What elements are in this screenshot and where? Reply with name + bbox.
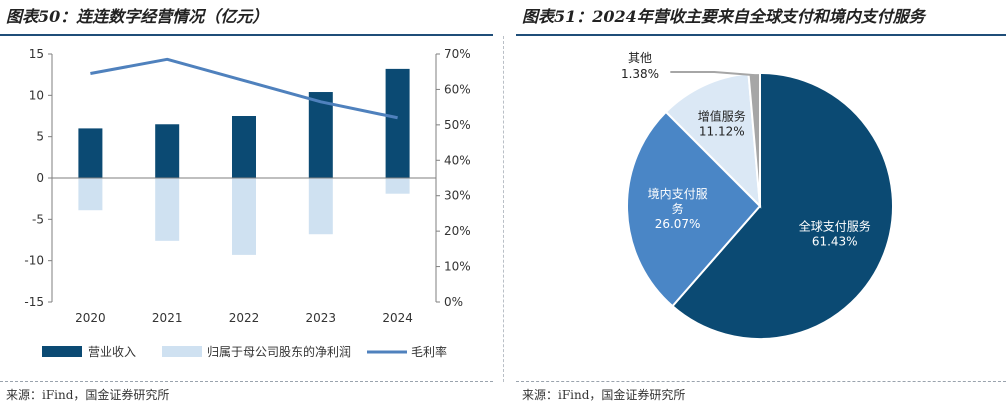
- left-chart-title: 图表50：连连数字经营情况（亿元）: [6, 7, 269, 26]
- revenue-bar-2022: [232, 116, 256, 178]
- net-profit-bar-2024: [385, 178, 410, 194]
- revenue-bar-2023: [308, 92, 333, 178]
- pie-label-name-domestic-payment-line2: 务: [672, 201, 684, 216]
- net-profit-bar-2021: [155, 178, 180, 241]
- pie-label-value-value-added: 11.12%: [699, 125, 745, 139]
- left-y-tick-label: 0: [36, 171, 44, 185]
- right-panel: 图表51：2024年营收主要来自全球支付和境内支付服务 全球支付服务 61.43%…: [516, 0, 1006, 418]
- left-y-tick-label: -10: [24, 254, 44, 268]
- x-tick-label-2024: 2024: [382, 311, 413, 325]
- right-y-tick-label: 10%: [444, 260, 471, 274]
- net-profit-bar-2022: [232, 178, 256, 255]
- right-title-rule: [516, 34, 1006, 36]
- left-source-note: 来源：iFind，国金证券研究所: [6, 388, 170, 402]
- pie-label-name-global-payment: 全球支付服务: [799, 219, 871, 234]
- right-chart-title: 图表51：2024年营收主要来自全球支付和境内支付服务: [522, 7, 925, 26]
- left-y-tick-label: -5: [32, 212, 44, 226]
- right-y-tick-label: 0%: [444, 295, 463, 309]
- pie-label-value-domestic-payment: 26.07%: [655, 217, 701, 231]
- gross-margin-line: [90, 57, 398, 120]
- left-y-tick-label: 10: [29, 88, 44, 102]
- revenue-bar-2020: [78, 128, 103, 178]
- x-tick-label-2021: 2021: [152, 311, 183, 325]
- right-y-tick-label: 60%: [444, 82, 471, 96]
- legend-label-revenue: 营业收入: [88, 345, 136, 359]
- right-y-tick-label: 40%: [444, 153, 471, 167]
- pie-slice-other: [747, 71, 761, 207]
- right-y-tick-label: 70%: [444, 47, 471, 61]
- right-y-tick-label: 30%: [444, 189, 471, 203]
- legend-swatch-revenue: [42, 346, 82, 357]
- revenue-bar-2021: [155, 124, 180, 178]
- left-panel: 图表50：连连数字经营情况（亿元） -15 -10 -5 0 5 10 15 0% 10% 20%…: [0, 0, 493, 418]
- x-tick-label-2022: 2022: [229, 311, 260, 325]
- legend-label-gross-margin: 毛利率: [411, 344, 447, 359]
- revenue-bar-2024: [385, 68, 410, 178]
- left-source-rule: [0, 381, 493, 382]
- left-y-tick-label: 5: [36, 130, 44, 144]
- operating-bar-line-chart: -15 -10 -5 0 5 10 15 0% 10% 20% 30% 40% 50% 60% 70% 202…: [24, 47, 471, 359]
- pie-label-value-global-payment: 61.43%: [812, 235, 858, 249]
- pie-leader-line-other: [670, 71, 755, 77]
- x-tick-label-2023: 2023: [306, 311, 337, 325]
- pie-label-value-other: 1.38%: [621, 67, 659, 81]
- pie-label-name-other: 其他: [628, 51, 652, 65]
- x-tick-label-2020: 2020: [75, 311, 106, 325]
- net-profit-bar-2020: [78, 178, 103, 211]
- pie-slice-domestic-payment: [626, 110, 762, 308]
- right-y-tick-label: 50%: [444, 118, 471, 132]
- net-profit-bar-2023: [308, 178, 333, 235]
- left-title-rule: [0, 34, 493, 36]
- left-y-tick-label: 15: [29, 47, 44, 61]
- panel-divider: [503, 36, 504, 382]
- right-source-rule: [516, 381, 1006, 382]
- pie-slice-global-payment: [671, 71, 894, 340]
- left-y-tick-label: -15: [24, 295, 44, 309]
- pie-label-name-value-added: 增值服务: [698, 109, 746, 124]
- legend-label-net-profit: 归属于母公司股东的净利润: [207, 344, 351, 359]
- legend-swatch-net-profit: [162, 346, 202, 357]
- pie-label-name-domestic-payment: 境内支付服: [648, 186, 708, 201]
- right-y-tick-label: 20%: [444, 224, 471, 238]
- right-source-note: 来源：iFind，国金证券研究所: [522, 388, 686, 402]
